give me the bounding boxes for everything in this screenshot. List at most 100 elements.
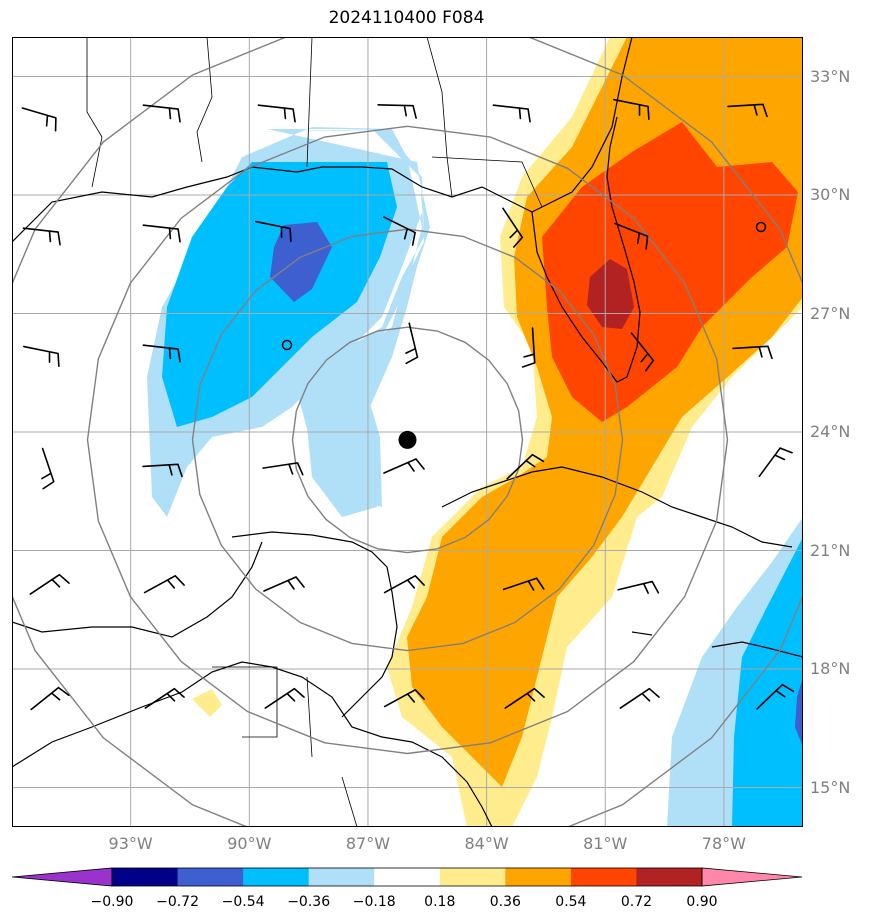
colorbar-segment [570, 868, 637, 886]
range-ring [291, 326, 524, 554]
colorbar-tick-label: 0.18 [424, 894, 456, 910]
fill-0.72-0.90-florida [587, 259, 634, 329]
jamaica [631, 631, 653, 636]
wind-barb [23, 345, 60, 368]
wind-barb [619, 687, 660, 709]
colorbar-segment [177, 868, 244, 886]
yucatan-coast [231, 531, 398, 718]
wind-barb [614, 222, 649, 250]
wind-barb [727, 103, 768, 118]
range-ring [12, 37, 803, 827]
lon-label: 78°W [701, 834, 746, 853]
lat-label: 33°N [810, 66, 851, 86]
hispaniola [711, 641, 803, 658]
lat-label: 24°N [810, 422, 851, 441]
wind-barb [383, 216, 416, 246]
wind-barb [263, 576, 305, 592]
colorbar-tick-label: −0.54 [221, 894, 265, 910]
colorbar-tick-label: 0.36 [489, 894, 521, 910]
wind-barb [22, 227, 61, 246]
wind-barb [613, 98, 650, 121]
map-panel [12, 37, 803, 827]
fill-neg0.54-neg0.36-carib [732, 537, 803, 827]
wind-barb [142, 224, 181, 243]
wind-barb [30, 686, 70, 711]
colorbar-extend-low [11, 867, 113, 887]
wind-barb [41, 447, 55, 490]
wind-barb [143, 575, 185, 594]
colorbar-tick-label: −0.72 [156, 894, 199, 910]
colorbar-segment [112, 868, 179, 886]
central-america [12, 661, 493, 827]
colorbar-outline [111, 867, 703, 887]
range-rings [12, 37, 803, 827]
lat-label: 18°N [810, 659, 851, 678]
colorbar [11, 867, 803, 887]
wind-barb [521, 327, 536, 368]
colorbar-tick-label: −0.36 [287, 894, 331, 910]
map-title: 2024110400 F084 [328, 8, 485, 28]
wind-barb [262, 462, 304, 476]
wind-barb [377, 104, 417, 119]
wind-barb [758, 447, 793, 477]
wind-barb [255, 220, 292, 243]
wind-barb [144, 687, 185, 709]
wind-barb [504, 687, 545, 709]
colorbar-extend-high [701, 867, 803, 887]
wind-barb [502, 207, 524, 248]
wind-barb [142, 104, 181, 123]
lon-label: 93°W [108, 834, 153, 853]
us-state-borders [86, 37, 543, 208]
colorbar-segment [374, 868, 441, 886]
lon-label: 90°W [227, 834, 272, 853]
wind-barb [383, 458, 425, 474]
range-ring [86, 125, 729, 755]
lon-label: 87°W [345, 834, 391, 853]
lon-label: 84°W [464, 834, 509, 853]
fill-neg0.72-neg0.54-gulf [270, 222, 332, 302]
wind-barb [732, 345, 773, 360]
wind-barb [492, 104, 531, 123]
wind-barbs [21, 98, 795, 711]
colorbar-segment [505, 868, 572, 886]
wind-barb [405, 322, 419, 365]
lon-label: 81°W [583, 834, 628, 853]
calm-wind-marker [755, 221, 767, 233]
wind-barb [630, 332, 655, 372]
wind-barb [506, 453, 545, 480]
colorbar-tick-label: −0.90 [90, 894, 134, 910]
wind-barb [756, 683, 795, 710]
colorbar-tick-label: 0.72 [620, 894, 653, 910]
lat-label: 15°N [810, 777, 851, 797]
wind-barb [502, 577, 545, 591]
storm-center-marker [398, 430, 417, 449]
wind-barb [264, 687, 305, 709]
colorbar-tick-label: −0.18 [352, 894, 396, 910]
colorbar-segment [439, 868, 506, 886]
negative-anomaly-fills [147, 127, 803, 827]
calm-wind-marker [281, 339, 293, 351]
fill-neg0.54-neg0.36-gulf [162, 162, 397, 427]
wind-barb [257, 104, 296, 123]
fill-0.18-0.36-gulf-small [192, 689, 222, 717]
lat-label: 27°N [810, 303, 851, 323]
colorbar-segment [636, 868, 703, 886]
florida-peninsula [531, 116, 641, 383]
range-ring [191, 228, 624, 652]
cuba [441, 466, 793, 548]
colorbar-segment [243, 868, 310, 886]
fill-neg0.36-neg0.18-gulf-outer [252, 129, 430, 517]
wind-barb [383, 575, 425, 594]
wind-barb [142, 344, 181, 363]
colorbar-tick-label: 0.54 [555, 894, 587, 910]
wind-barb [21, 107, 57, 132]
wind-barb [617, 580, 660, 594]
lat-label: 30°N [810, 185, 851, 204]
wind-barb [383, 689, 425, 708]
lat-label: 21°N [810, 540, 851, 560]
mexico-borders [212, 666, 358, 827]
wind-barb [142, 463, 183, 478]
colorbar-tick-label: 0.90 [686, 894, 718, 910]
wind-barb [29, 573, 70, 595]
colorbar-segment [308, 868, 375, 886]
